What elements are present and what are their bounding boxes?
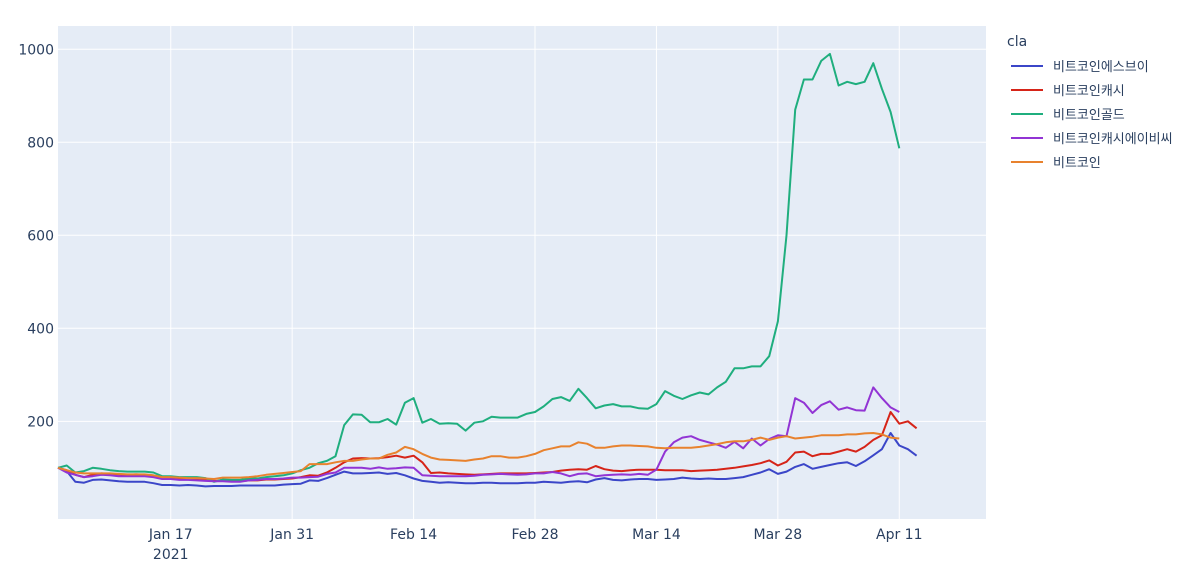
series-line-0[interactable]: [57, 432, 918, 488]
legend-title: cla: [1007, 34, 1027, 50]
series-line-3[interactable]: [57, 386, 900, 483]
y-tick-label: 400: [27, 321, 54, 337]
plot-background: [58, 26, 986, 519]
x-tick-label: Feb 14: [390, 527, 437, 543]
x-tick-label: Mar 14: [632, 527, 681, 543]
gridlines: [58, 26, 986, 519]
y-tick-label: 800: [27, 135, 54, 151]
x-tick-label: Jan 17: [148, 527, 193, 543]
legend-label[interactable]: 비트코인캐시에이비씨: [1053, 132, 1173, 147]
y-tick-label: 200: [27, 414, 54, 430]
series-line-4[interactable]: [57, 432, 900, 480]
axis-tick-labels: 200 400 600 800 1000 Jan 17 2021 Jan 31 Feb 14 Fe…: [18, 42, 922, 563]
legend-label[interactable]: 비트코인캐시: [1053, 84, 1125, 99]
x-tick-label: Feb 28: [511, 527, 558, 543]
legend-label[interactable]: 비트코인: [1053, 156, 1101, 171]
x-tick-year-label: 2021: [153, 547, 189, 563]
y-tick-label: 600: [27, 228, 54, 244]
y-tick-label: 1000: [18, 42, 54, 58]
x-tick-label: Mar 28: [754, 527, 803, 543]
x-tick-label: Apr 11: [876, 527, 922, 543]
legend-label[interactable]: 비트코인에스브이: [1053, 60, 1149, 75]
legend-label[interactable]: 비트코인골드: [1053, 108, 1125, 123]
x-tick-label: Jan 31: [269, 527, 314, 543]
series-lines: [57, 52, 918, 488]
